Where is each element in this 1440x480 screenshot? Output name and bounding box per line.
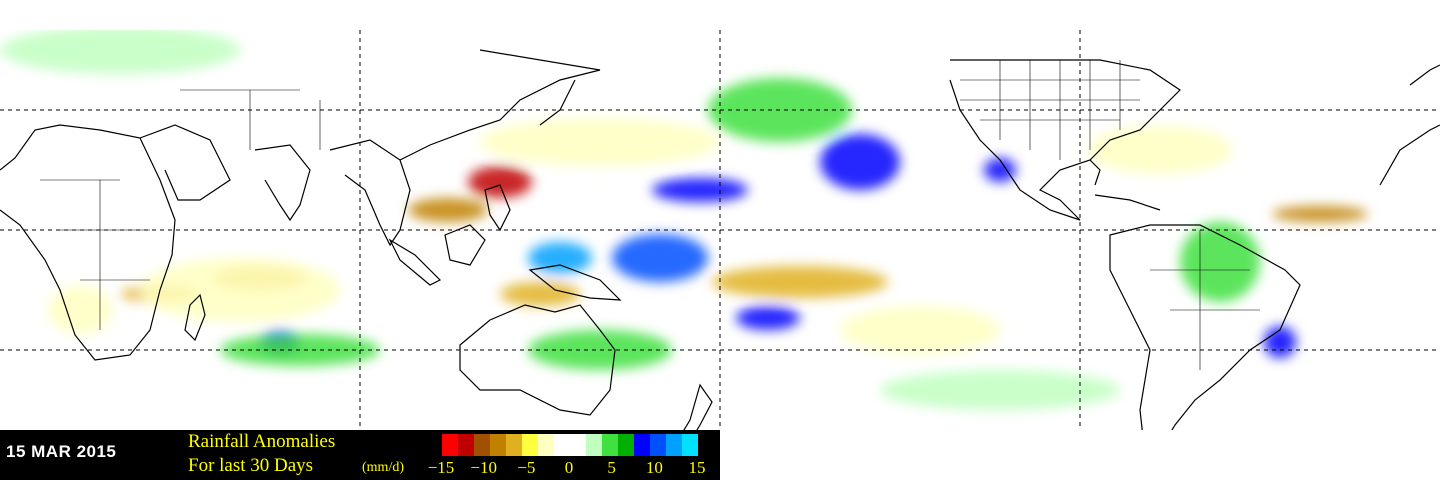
- anomaly-region: [712, 266, 888, 298]
- anomaly-region: [528, 242, 592, 274]
- coastlines: [0, 49, 1440, 430]
- anomaly-region: [1088, 126, 1232, 174]
- arabia-coastline: [139, 124, 231, 201]
- anomaly-region: [0, 30, 240, 74]
- anomaly-field: [0, 30, 1368, 410]
- rainfall-anomaly-map: [0, 30, 1440, 430]
- colorbar-swatch: [586, 434, 602, 456]
- anomaly-region: [500, 282, 580, 306]
- colorbar-swatch: [538, 434, 554, 456]
- colorbar-swatch: [554, 434, 570, 456]
- anomaly-region: [140, 258, 340, 322]
- colorbar-tick-label: 5: [607, 458, 616, 477]
- colorbar-swatch: [634, 434, 650, 456]
- east-asia-coastline: [399, 49, 601, 161]
- colorbar-tick-label: −5: [517, 458, 536, 477]
- new-zealand-coastline: [683, 383, 713, 430]
- anomaly-region: [612, 234, 708, 282]
- country-borders: [40, 60, 1260, 370]
- florida-coastline: [1089, 159, 1101, 186]
- iberia-coastline: [1409, 64, 1440, 86]
- anomaly-region: [820, 134, 900, 190]
- legend-title-line1: Rainfall Anomalies: [188, 431, 336, 452]
- north-america-coastline: [949, 59, 1181, 221]
- colorbar-swatch: [618, 434, 634, 456]
- colorbar-swatch: [650, 434, 666, 456]
- map-canvas: [0, 30, 1440, 430]
- anomaly-region: [984, 158, 1016, 182]
- anomaly-region: [1272, 206, 1368, 222]
- colorbar: [441, 433, 699, 457]
- australia-coastline: [459, 304, 616, 416]
- legend-panel: 15 MAR 2015 Rainfall Anomalies For last …: [0, 430, 720, 480]
- colorbar-swatch: [602, 434, 618, 456]
- colorbar-swatch: [458, 434, 474, 456]
- colorbar-swatch: [474, 434, 490, 456]
- map-gridlines: [0, 30, 1440, 430]
- madagascar-coastline: [184, 293, 206, 342]
- sumatra-coastline: [388, 238, 442, 286]
- anomaly-region: [736, 306, 800, 330]
- south-america-coastline: [1109, 224, 1301, 430]
- asia-borders: [180, 89, 321, 150]
- legend-title-line2: For last 30 Days: [188, 455, 314, 476]
- colorbar-tick-label: 15: [688, 458, 706, 477]
- colorbar-swatch: [442, 434, 458, 456]
- caribbean-islands: [1094, 194, 1161, 211]
- colorbar-tick-label: 10: [645, 458, 663, 477]
- philippines-coastline: [484, 184, 511, 232]
- colorbar-swatch: [506, 434, 522, 456]
- colorbar-swatch: [682, 434, 698, 456]
- units-label: (mm/d): [362, 460, 404, 475]
- anomaly-region: [1180, 222, 1260, 302]
- se-asia-coastline: [329, 139, 411, 247]
- colorbar-tick-label: −15: [427, 458, 455, 477]
- anomaly-region: [1264, 326, 1296, 358]
- date-label: 15 MAR 2015: [6, 442, 117, 461]
- west-africa-coastline: [1379, 124, 1440, 186]
- japan-coastline: [539, 79, 576, 126]
- anomaly-region: [840, 306, 1000, 354]
- anomaly-region: [48, 286, 112, 334]
- colorbar-tick-label: −10: [470, 458, 497, 477]
- india-coastline: [254, 144, 311, 222]
- colorbar-swatch: [522, 434, 538, 456]
- anomaly-region: [468, 166, 532, 198]
- anomaly-region: [408, 198, 488, 222]
- anomaly-region: [480, 118, 720, 166]
- south-america-borders: [1150, 230, 1260, 370]
- new-guinea-coastline: [528, 264, 622, 301]
- colorbar-swatch: [490, 434, 506, 456]
- anomaly-region: [652, 178, 748, 202]
- anomaly-region: [880, 370, 1120, 410]
- colorbar-swatch: [666, 434, 682, 456]
- colorbar-swatch: [570, 434, 586, 456]
- colorbar-tick-label: 0: [564, 458, 574, 477]
- africa-coastline: [0, 124, 176, 361]
- borneo-coastline: [444, 224, 486, 266]
